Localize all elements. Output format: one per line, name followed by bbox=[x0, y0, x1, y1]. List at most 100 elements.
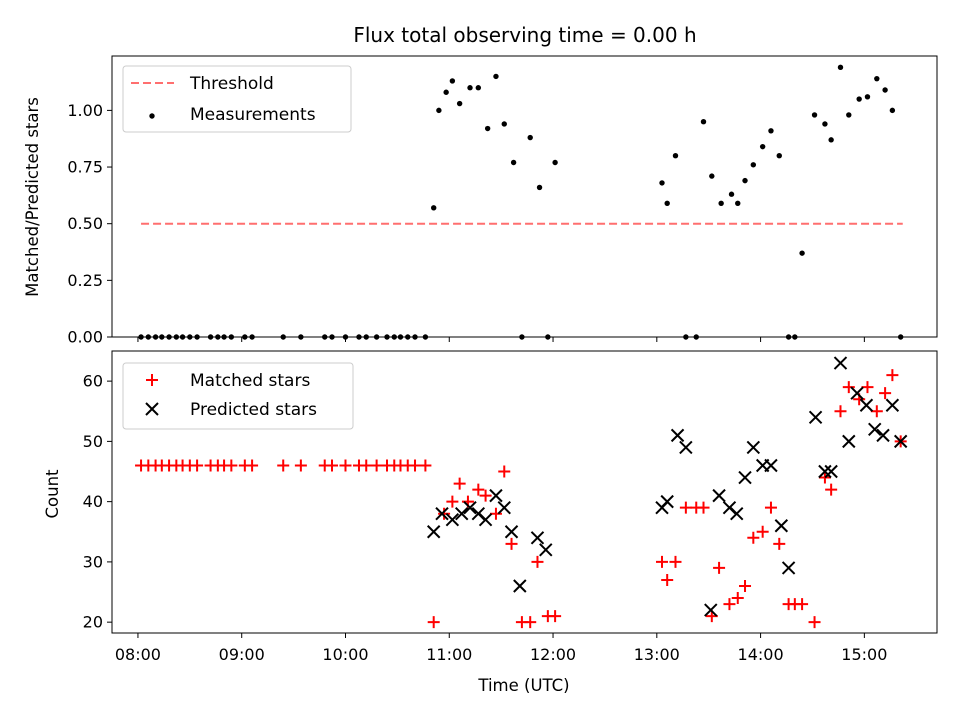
predicted-star-marker bbox=[445, 513, 460, 527]
matched-star-marker bbox=[747, 531, 760, 544]
matched-star-marker bbox=[524, 616, 537, 629]
top-ylabel: Matched/Predicted stars bbox=[23, 97, 42, 297]
matched-star-marker bbox=[409, 459, 422, 472]
matched-star-marker bbox=[326, 459, 338, 472]
predicted-star-marker bbox=[704, 603, 718, 617]
measurement-point bbox=[728, 191, 735, 197]
top-legend: Threshold Measurements bbox=[122, 65, 352, 133]
bottom-xtick-label: 12:00 bbox=[530, 645, 576, 664]
legend-measurements-swatch bbox=[149, 113, 155, 119]
matched-star-marker bbox=[294, 459, 307, 472]
bottom-ytick-label: 40 bbox=[83, 492, 103, 511]
bottom-legend-box bbox=[122, 362, 354, 430]
predicted-star-marker bbox=[781, 561, 796, 575]
matched-star-marker bbox=[246, 459, 259, 472]
matched-star-marker bbox=[661, 573, 674, 586]
bottom-ytick-label: 60 bbox=[83, 372, 103, 391]
predicted-star-marker bbox=[513, 579, 527, 593]
matched-star-marker bbox=[764, 501, 777, 514]
matched-star-marker bbox=[842, 381, 855, 394]
matched-star-marker bbox=[472, 483, 485, 496]
matched-star-marker bbox=[723, 598, 736, 611]
bottom-ytick-label: 20 bbox=[83, 613, 103, 632]
matched-star-marker bbox=[731, 592, 744, 605]
bottom-xtick-label: 15:00 bbox=[841, 645, 887, 664]
predicted-star-marker bbox=[478, 513, 493, 527]
legend-measurements-label: Measurements bbox=[190, 105, 316, 125]
matched-star-marker bbox=[453, 477, 466, 490]
top-legend-box bbox=[122, 65, 352, 133]
measurement-point bbox=[709, 173, 715, 179]
measurement-point bbox=[718, 200, 724, 206]
predicted-star-marker bbox=[893, 434, 908, 449]
measurement-point bbox=[846, 112, 852, 118]
bottom-xtick-label: 09:00 bbox=[219, 645, 265, 664]
bottom-legend: Matched stars Predicted stars bbox=[122, 362, 354, 430]
matched-star-marker bbox=[756, 525, 769, 538]
matched-star-marker bbox=[498, 465, 511, 478]
bottom-xtick-label: 08:00 bbox=[115, 645, 161, 664]
matched-star-marker bbox=[427, 616, 440, 629]
bottom-xlabel: Time (UTC) bbox=[477, 676, 569, 695]
top-plot: 0.00 0.25 0.50 0.75 1.00 bbox=[67, 55, 938, 347]
matched-star-marker bbox=[360, 459, 373, 472]
matched-star-marker bbox=[419, 459, 432, 472]
measurement-point bbox=[735, 200, 741, 206]
bottom-xtick-label: 11:00 bbox=[426, 645, 472, 664]
top-ytick-label: 0.25 bbox=[67, 271, 103, 290]
measurement-point bbox=[864, 94, 871, 100]
measurement-point bbox=[750, 162, 757, 168]
predicted-star-marker bbox=[660, 494, 674, 509]
matched-star-marker bbox=[669, 555, 682, 568]
top-ytick-label: 0.75 bbox=[67, 158, 103, 177]
matched-star-marker bbox=[879, 387, 892, 400]
matched-star-marker bbox=[505, 537, 518, 550]
predicted-star-marker bbox=[530, 531, 545, 545]
matched-star-marker bbox=[438, 507, 451, 520]
measurement-point bbox=[443, 89, 449, 95]
predicted-star-marker bbox=[730, 506, 744, 521]
measurement-point bbox=[456, 100, 463, 107]
matched-star-marker bbox=[479, 489, 492, 502]
predicted-star-marker bbox=[876, 428, 890, 443]
measurement-point bbox=[672, 153, 679, 159]
measurement-point bbox=[856, 96, 862, 102]
bottom-xtick-label: 14:00 bbox=[738, 645, 784, 664]
matched-star-marker bbox=[861, 381, 874, 394]
matched-star-marker bbox=[713, 561, 726, 574]
chart-title: Flux total observing time = 0.00 h bbox=[353, 23, 696, 47]
measurement-point bbox=[882, 87, 888, 93]
measurement-point bbox=[501, 121, 507, 127]
bottom-xtick-label: 10:00 bbox=[322, 645, 368, 664]
bottom-ytick-label: 30 bbox=[83, 552, 103, 571]
matched-star-marker bbox=[191, 459, 204, 472]
predicted-star-marker bbox=[746, 440, 761, 455]
measurement-point bbox=[837, 64, 844, 71]
predicted-star-marker bbox=[764, 458, 778, 473]
measurement-point bbox=[742, 177, 748, 184]
measurement-point bbox=[430, 205, 437, 211]
matched-star-marker bbox=[834, 405, 847, 418]
measurement-point bbox=[527, 134, 533, 141]
matched-star-marker bbox=[531, 555, 544, 568]
measurement-point bbox=[799, 250, 805, 256]
measurement-point bbox=[436, 107, 442, 114]
predicted-star-marker bbox=[808, 410, 823, 424]
predicted-star-marker bbox=[426, 525, 441, 539]
matched-star-marker bbox=[886, 369, 899, 382]
predicted-star-marker bbox=[774, 519, 789, 533]
predicted-star-marker bbox=[670, 428, 685, 443]
measurement-point bbox=[493, 73, 499, 80]
measurement-point bbox=[759, 143, 766, 150]
bottom-axes-frame bbox=[111, 350, 938, 634]
matched-star-marker bbox=[489, 507, 502, 520]
predicted-star-marker bbox=[842, 434, 856, 449]
matched-star-marker bbox=[870, 405, 883, 418]
predicted-star-marker bbox=[824, 464, 838, 479]
measurement-point bbox=[822, 121, 828, 127]
matched-star-marker bbox=[818, 471, 831, 484]
measurement-point bbox=[510, 159, 517, 166]
matched-star-marker bbox=[370, 459, 383, 472]
predicted-star-marker bbox=[489, 488, 503, 503]
